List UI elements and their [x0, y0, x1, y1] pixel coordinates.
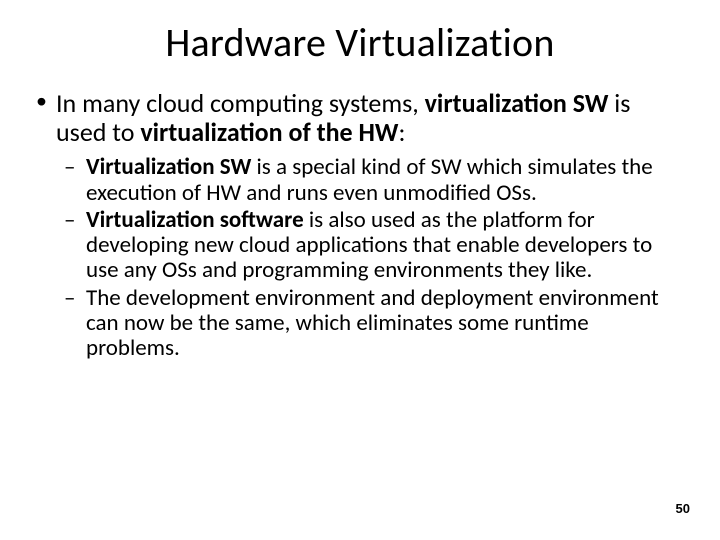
sub-item-1: Virtualization SW is a special kind of S… — [86, 155, 686, 206]
bullet-1-post: : — [398, 116, 405, 148]
bullet-list-level2: Virtualization SW is a special kind of S… — [56, 155, 686, 361]
sub-3-rest: The development environment and deployme… — [86, 284, 659, 363]
sub-2-bold: Virtualization software — [86, 206, 304, 234]
sub-item-3: The development environment and deployme… — [86, 286, 686, 362]
bullet-1-pre: In many cloud computing systems, — [56, 87, 425, 119]
bullet-1-bold: virtualization SW — [425, 87, 609, 119]
slide-title: Hardware Virtualization — [34, 18, 686, 67]
slide: Hardware Virtualization In many cloud co… — [0, 0, 720, 540]
bullet-item-1: In many cloud computing systems, virtual… — [56, 89, 686, 362]
bullet-list-level1: In many cloud computing systems, virtual… — [34, 89, 686, 362]
sub-item-2: Virtualization software is also used as … — [86, 208, 686, 284]
page-number: 50 — [676, 501, 690, 516]
bullet-1-bold2: virtualization of the HW — [140, 116, 398, 148]
sub-1-bold: Virtualization SW — [86, 153, 251, 181]
